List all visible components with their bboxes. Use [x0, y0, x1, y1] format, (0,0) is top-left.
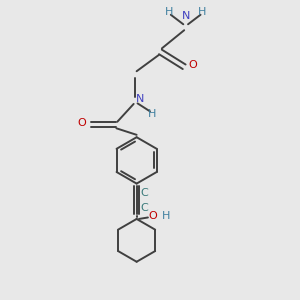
Text: H: H: [162, 211, 170, 221]
Text: H: H: [165, 8, 173, 17]
Text: O: O: [188, 60, 197, 70]
Text: O: O: [78, 118, 87, 128]
Text: C: C: [141, 188, 148, 197]
Text: O: O: [148, 211, 157, 221]
Text: H: H: [198, 8, 206, 17]
Text: H: H: [148, 109, 157, 119]
Text: C: C: [141, 203, 148, 213]
Text: N: N: [182, 11, 190, 21]
Text: N: N: [136, 94, 145, 104]
